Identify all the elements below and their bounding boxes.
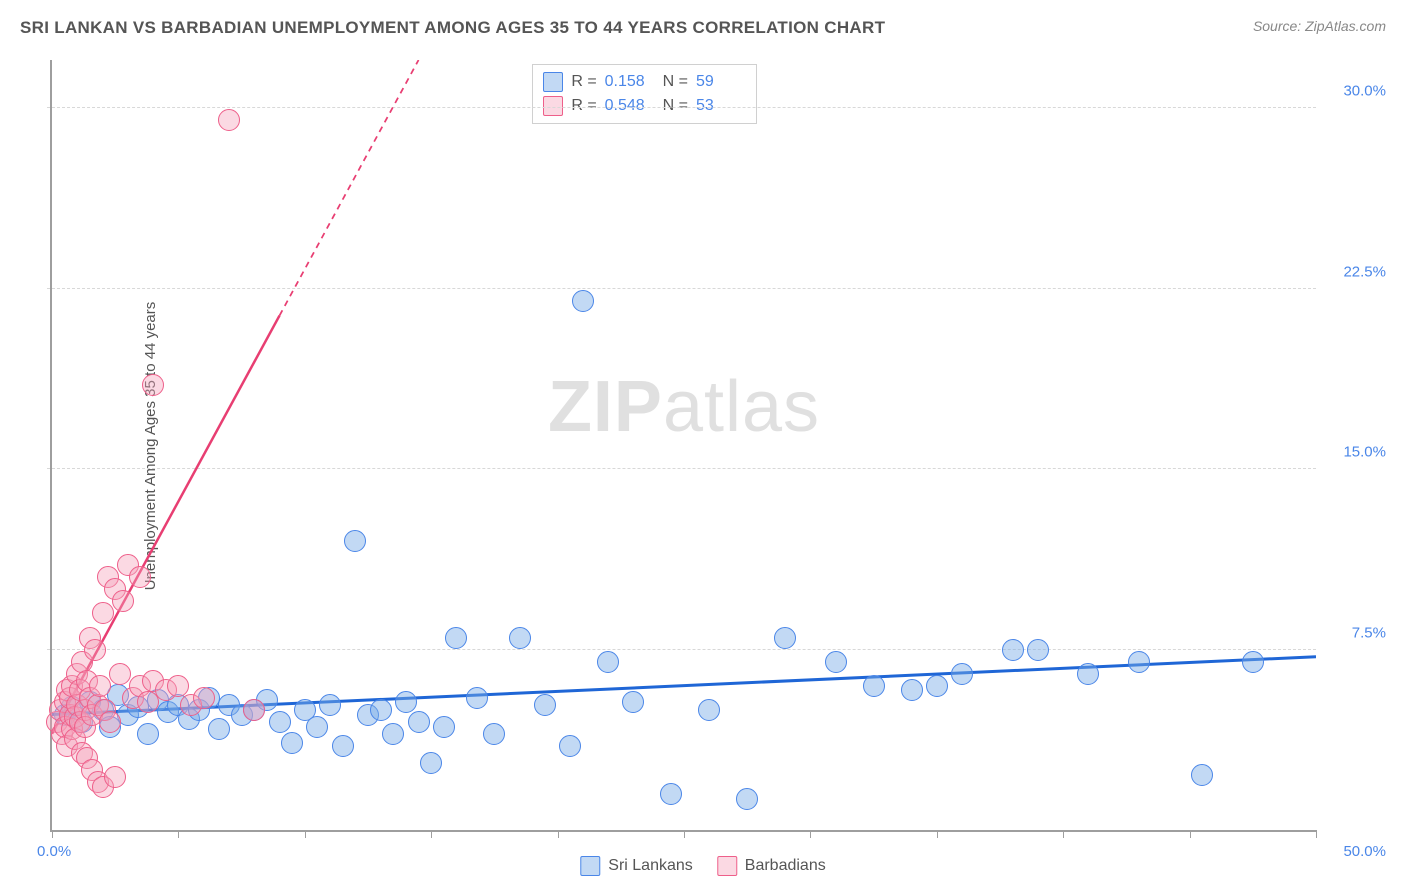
data-point: [698, 699, 720, 721]
y-tick-label: 7.5%: [1326, 624, 1386, 641]
data-point: [1128, 651, 1150, 673]
data-point: [483, 723, 505, 745]
data-point: [1077, 663, 1099, 685]
correlation-chart: SRI LANKAN VS BARBADIAN UNEMPLOYMENT AMO…: [0, 0, 1406, 892]
data-point: [208, 718, 230, 740]
stats-row: R = 0.158 N = 59: [543, 70, 746, 94]
grid-line: [47, 107, 1316, 108]
data-point: [1027, 639, 1049, 661]
stats-legend-box: R = 0.158 N = 59 R = 0.548 N = 53: [532, 64, 757, 124]
watermark: ZIPatlas: [548, 366, 820, 448]
swatch-pink: [717, 856, 737, 876]
data-point: [167, 675, 189, 697]
legend-item: Barbadians: [717, 856, 826, 876]
x-tick: [1316, 830, 1317, 838]
data-point: [825, 651, 847, 673]
data-point: [572, 290, 594, 312]
data-point: [92, 602, 114, 624]
data-point: [622, 691, 644, 713]
swatch-pink: [543, 96, 563, 116]
data-point: [137, 723, 159, 745]
data-point: [269, 711, 291, 733]
series-legend: Sri Lankans Barbadians: [580, 856, 825, 876]
data-point: [395, 691, 417, 713]
data-point: [142, 374, 164, 396]
data-point: [306, 716, 328, 738]
data-point: [466, 687, 488, 709]
x-tick: [558, 830, 559, 838]
data-point: [218, 109, 240, 131]
grid-line: [47, 649, 1316, 650]
grid-line: [47, 288, 1316, 289]
data-point: [534, 694, 556, 716]
data-point: [420, 752, 442, 774]
legend-label: Sri Lankans: [608, 857, 693, 875]
x-tick: [1063, 830, 1064, 838]
chart-title: SRI LANKAN VS BARBADIAN UNEMPLOYMENT AMO…: [20, 18, 885, 38]
data-point: [1002, 639, 1024, 661]
data-point: [774, 627, 796, 649]
data-point: [1242, 651, 1264, 673]
data-point: [509, 627, 531, 649]
y-tick-label: 15.0%: [1326, 444, 1386, 461]
data-point: [109, 663, 131, 685]
x-tick: [810, 830, 811, 838]
data-point: [129, 566, 151, 588]
grid-line: [47, 468, 1316, 469]
data-point: [951, 663, 973, 685]
legend-label: Barbadians: [745, 857, 826, 875]
source-attribution: Source: ZipAtlas.com: [1253, 18, 1386, 34]
data-point: [408, 711, 430, 733]
y-tick-label: 30.0%: [1326, 83, 1386, 100]
x-tick: [305, 830, 306, 838]
data-point: [332, 735, 354, 757]
data-point: [193, 687, 215, 709]
x-tick: [431, 830, 432, 838]
stats-row: R = 0.548 N = 53: [543, 94, 746, 118]
data-point: [319, 694, 341, 716]
data-point: [433, 716, 455, 738]
data-point: [281, 732, 303, 754]
x-tick: [684, 830, 685, 838]
data-point: [736, 788, 758, 810]
data-point: [344, 530, 366, 552]
x-tick: [1190, 830, 1191, 838]
data-point: [243, 699, 265, 721]
data-point: [84, 639, 106, 661]
x-axis-min: 0.0%: [37, 843, 71, 860]
data-point: [597, 651, 619, 673]
y-tick-label: 22.5%: [1326, 263, 1386, 280]
legend-item: Sri Lankans: [580, 856, 693, 876]
data-point: [445, 627, 467, 649]
data-point: [559, 735, 581, 757]
swatch-blue: [580, 856, 600, 876]
x-tick: [52, 830, 53, 838]
data-point: [382, 723, 404, 745]
data-point: [926, 675, 948, 697]
swatch-blue: [543, 72, 563, 92]
x-axis-max: 50.0%: [1343, 843, 1386, 860]
data-point: [112, 590, 134, 612]
data-point: [863, 675, 885, 697]
plot-area: ZIPatlas R = 0.158 N = 59 R = 0.548 N = …: [50, 60, 1316, 832]
data-point: [1191, 764, 1213, 786]
data-point: [104, 766, 126, 788]
data-point: [99, 711, 121, 733]
x-tick: [178, 830, 179, 838]
data-point: [660, 783, 682, 805]
data-point: [89, 675, 111, 697]
x-tick: [937, 830, 938, 838]
data-point: [370, 699, 392, 721]
data-point: [901, 679, 923, 701]
